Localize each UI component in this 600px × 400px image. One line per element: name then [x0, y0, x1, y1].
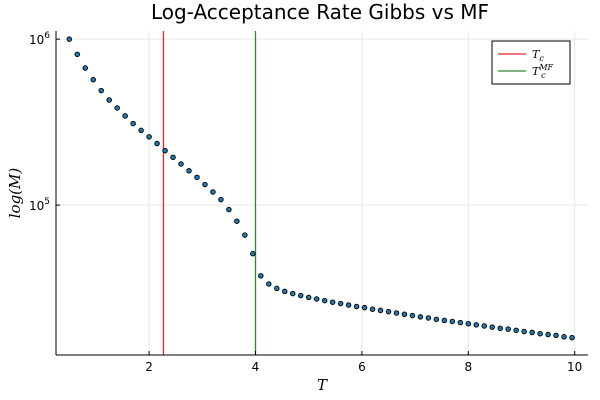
- data-point: [202, 181, 208, 188]
- data-point: [226, 206, 232, 213]
- data-point: [521, 328, 527, 335]
- data-point: [194, 174, 200, 181]
- x-tick-label: 2: [145, 360, 153, 374]
- data-point: [569, 334, 575, 341]
- data-point: [361, 304, 368, 311]
- data-point: [289, 290, 296, 297]
- y-axis-label: log(M): [6, 168, 24, 219]
- data-point: [329, 299, 336, 305]
- data-point: [122, 113, 128, 119]
- data-point: [66, 36, 73, 42]
- legend-label: Tc: [532, 48, 544, 63]
- legend-label: TMF c: [532, 63, 554, 80]
- data-point: [170, 154, 176, 161]
- data-point: [98, 87, 104, 94]
- data-point: [417, 314, 424, 320]
- data-point: [377, 307, 384, 314]
- data-point: [473, 322, 480, 328]
- data-point: [218, 196, 224, 203]
- data-point: [425, 315, 432, 321]
- data-point: [234, 218, 240, 224]
- data-point: [186, 168, 192, 174]
- data-point: [178, 161, 184, 167]
- x-axis-label: T: [317, 376, 328, 394]
- data-point: [74, 51, 81, 58]
- data-point: [401, 311, 408, 318]
- data-point: [369, 306, 376, 312]
- data-point: [505, 326, 511, 332]
- data-point: [353, 303, 360, 310]
- data-point: [545, 331, 551, 338]
- data-point: [385, 308, 392, 315]
- data-point: [345, 302, 352, 308]
- data-point: [305, 294, 312, 301]
- data-point: [242, 232, 248, 238]
- data-point: [465, 320, 472, 327]
- data-point: [537, 330, 543, 337]
- data-point: [449, 318, 456, 325]
- data-point: [553, 332, 559, 339]
- reference-lines: [162, 31, 257, 355]
- data-point: [409, 312, 416, 319]
- data-point: [433, 316, 440, 323]
- data-point: [162, 147, 168, 154]
- y-tick-label: 106: [29, 31, 50, 47]
- data-point: [258, 273, 264, 279]
- data-point: [138, 127, 144, 134]
- data-point: [393, 310, 400, 316]
- data-point: [130, 120, 136, 127]
- data-point: [513, 327, 519, 334]
- data-point: [297, 292, 304, 299]
- legend-box: [491, 40, 571, 85]
- data-point: [106, 97, 112, 103]
- data-point: [489, 324, 495, 330]
- data-point: [481, 323, 488, 329]
- data-point: [282, 288, 288, 295]
- x-tick-label: 8: [464, 360, 472, 374]
- data-point: [321, 297, 328, 304]
- data-point: [90, 76, 96, 83]
- data-point: [441, 317, 448, 324]
- data-point: [146, 134, 152, 140]
- data-point: [266, 281, 272, 287]
- x-tick-label: 10: [567, 360, 582, 374]
- data-point: [313, 296, 320, 302]
- data-point: [114, 105, 120, 111]
- y-tick-label: 105: [29, 197, 50, 213]
- x-tick-label: 4: [252, 360, 260, 374]
- chart-title: Log-Acceptance Rate Gibbs vs MF: [151, 0, 489, 24]
- data-point: [529, 329, 535, 336]
- data-point: [561, 334, 567, 340]
- data-point: [274, 285, 280, 292]
- data-point: [154, 140, 160, 147]
- data-point: [82, 65, 89, 71]
- data-point: [337, 300, 344, 307]
- x-tick-label: 6: [358, 360, 366, 374]
- data-point: [457, 319, 464, 326]
- data-point: [250, 250, 256, 257]
- data-points: [66, 36, 575, 341]
- data-point: [210, 189, 216, 195]
- data-point: [497, 325, 503, 332]
